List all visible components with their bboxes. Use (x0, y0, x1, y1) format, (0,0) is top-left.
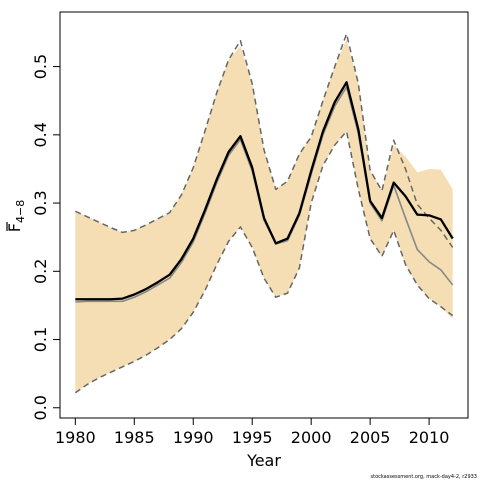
y-tick-label: 0.1 (31, 327, 50, 352)
credit-text: stockassessment.org, mack-day4-2, r2933 (371, 474, 478, 480)
x-tick-label: 1995 (232, 428, 273, 447)
svg-text:F4−8: F4−8 (5, 200, 27, 232)
series-line-upper-dashed (75, 33, 454, 248)
y-axis-title: F4−8 (5, 200, 27, 232)
y-tick-label: 0.4 (31, 122, 50, 147)
x-tick-label: 2000 (291, 428, 332, 447)
x-tick-label: 1990 (173, 428, 214, 447)
x-axis-title: Year (246, 451, 281, 470)
y-tick-label: 0.5 (31, 54, 50, 79)
y-tick-label: 0.3 (31, 190, 50, 215)
y-tick-label: 0.0 (31, 395, 50, 420)
x-tick-label: 2005 (350, 428, 391, 447)
y-tick-label: 0.2 (31, 259, 50, 284)
y-axis-title-base: F (5, 223, 24, 232)
plot-area (74, 33, 454, 394)
y-axis: 0.0 0.1 0.2 0.3 0.4 0.5 (31, 54, 61, 420)
x-tick-label: 1985 (114, 428, 155, 447)
x-tick-label: 1980 (55, 428, 96, 447)
y-axis-title-subscript: 4−8 (14, 200, 27, 223)
series-line-estimate (75, 81, 454, 301)
x-tick-label: 2010 (409, 428, 450, 447)
series-line-lower-dashed (74, 130, 454, 394)
x-axis: 1980 1985 1990 1995 2000 2005 2010 (55, 417, 450, 447)
